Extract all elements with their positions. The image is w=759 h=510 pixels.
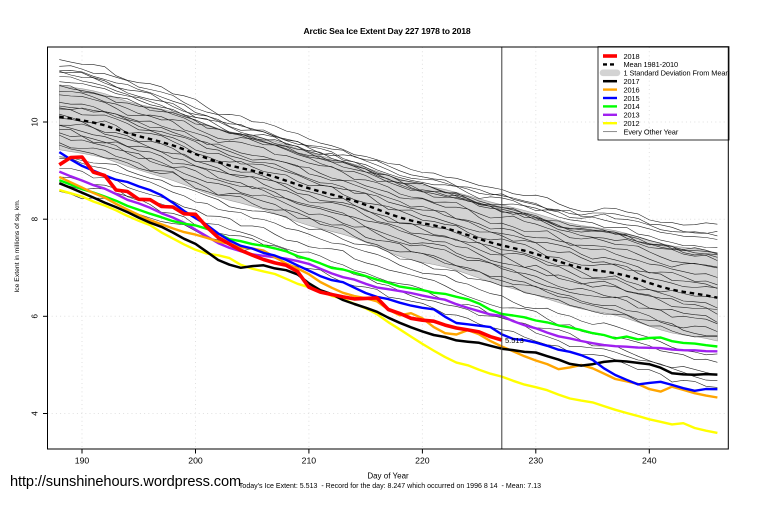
svg-text:2013: 2013 [624, 111, 640, 120]
svg-text:6: 6 [31, 314, 40, 319]
svg-text:1 Standard Deviation From Mean: 1 Standard Deviation From Mean [624, 69, 730, 78]
svg-text:2017: 2017 [624, 77, 640, 86]
svg-text:http://sunshinehours.wordpress: http://sunshinehours.wordpress.com [10, 474, 241, 490]
svg-text:230: 230 [529, 456, 544, 466]
svg-text:210: 210 [302, 456, 317, 466]
svg-text:200: 200 [188, 456, 203, 466]
svg-text:8: 8 [31, 216, 40, 221]
svg-text:190: 190 [75, 456, 90, 466]
svg-text:2014: 2014 [624, 102, 640, 111]
svg-text:Day of Year: Day of Year [367, 472, 409, 481]
svg-text:240: 240 [642, 456, 657, 466]
svg-text:5.513: 5.513 [505, 336, 524, 345]
svg-text:Every Other Year: Every Other Year [624, 127, 679, 136]
svg-text:2015: 2015 [624, 94, 640, 103]
svg-text:Arctic Sea Ice Extent Day 227: Arctic Sea Ice Extent Day 227 1978 to 20… [303, 26, 470, 36]
svg-text:Today's Ice Extent: 5.513 - R: Today's Ice Extent: 5.513 - Record for t… [239, 483, 541, 490]
svg-text:2018: 2018 [624, 52, 640, 61]
svg-text:4: 4 [31, 411, 40, 416]
svg-text:2016: 2016 [624, 85, 640, 94]
svg-text:10: 10 [31, 117, 40, 126]
svg-text:220: 220 [415, 456, 430, 466]
svg-text:Mean 1981-2010: Mean 1981-2010 [624, 60, 679, 69]
svg-text:Ice Extent in millions of sq.: Ice Extent in millions of sq. km. [14, 199, 21, 292]
svg-text:2012: 2012 [624, 119, 640, 128]
